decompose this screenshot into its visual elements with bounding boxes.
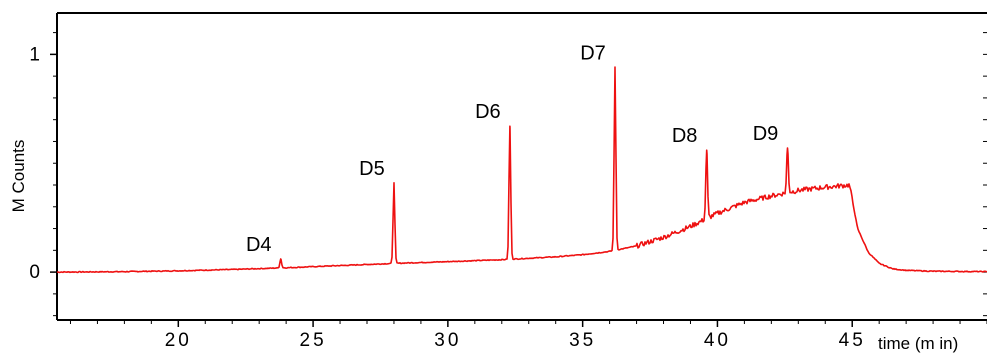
peak-label: D8 bbox=[672, 125, 698, 147]
peak-labels: D4 D5 D6 D7 D8 D9 bbox=[246, 42, 778, 256]
x-tick-label: 30 bbox=[434, 330, 461, 351]
y-tick-label: 0 bbox=[29, 262, 43, 283]
y-axis-ticks: 01 bbox=[29, 32, 57, 317]
right-axis-ticks bbox=[983, 32, 987, 317]
peak-label: D7 bbox=[580, 42, 606, 64]
x-axis-title: time (m in) bbox=[878, 334, 958, 353]
peak-label: D6 bbox=[475, 101, 501, 123]
x-tick-label: 45 bbox=[839, 330, 866, 351]
x-tick-label: 35 bbox=[569, 330, 596, 351]
y-axis-title: M Counts bbox=[9, 140, 28, 213]
x-tick-label: 40 bbox=[704, 330, 731, 351]
x-tick-label: 25 bbox=[300, 330, 327, 351]
plot-area bbox=[56, 12, 987, 321]
peak-label: D9 bbox=[753, 123, 779, 145]
chromatogram-trace bbox=[56, 66, 987, 274]
x-tick-label: 20 bbox=[165, 330, 192, 351]
peak-label: D4 bbox=[246, 234, 272, 256]
x-axis-ticks: 20 25 30 35 40 45 bbox=[69, 320, 987, 351]
y-tick-label: 1 bbox=[29, 44, 43, 65]
peak-label: D5 bbox=[359, 158, 385, 180]
